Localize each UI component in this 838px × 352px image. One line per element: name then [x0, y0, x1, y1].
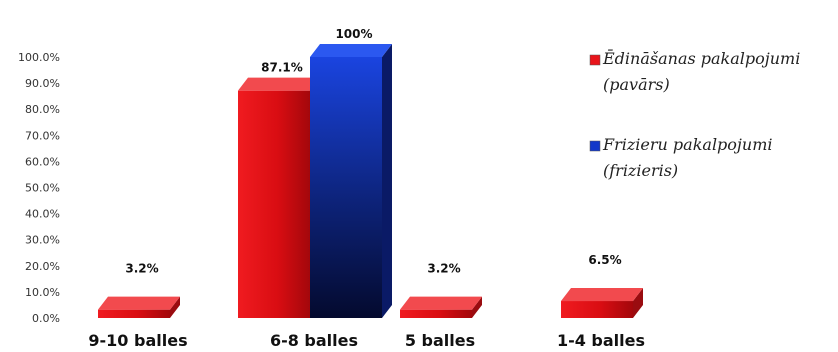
- bars: [98, 44, 643, 318]
- x-axis-categories: 9-10 balles 6-8 balles 5 balles 1-4 balles: [88, 331, 645, 350]
- y-tick-label: 60.0%: [25, 155, 60, 168]
- legend-label: (pavārs): [603, 75, 670, 94]
- bar-edinasanas-1: [238, 77, 320, 318]
- y-tick-label: 100.0%: [18, 51, 60, 64]
- data-label: 100%: [335, 27, 372, 41]
- y-tick-label: 80.0%: [25, 103, 60, 116]
- legend-label: Ēdināšanas pakalpojumi: [602, 48, 800, 68]
- category-label: 9-10 balles: [88, 331, 187, 350]
- category-label: 1-4 balles: [557, 331, 645, 350]
- y-tick-label: 40.0%: [25, 208, 60, 221]
- bar-edinasanas-3: [561, 288, 643, 318]
- data-labels: 3.2% 87.1% 100% 3.2% 6.5%: [125, 27, 621, 276]
- data-label: 87.1%: [261, 61, 303, 75]
- bar-frizieru-1: [310, 44, 392, 318]
- legend-label: Frizieru pakalpojumi: [602, 135, 772, 154]
- legend-swatch: [589, 54, 601, 66]
- y-tick-label: 20.0%: [25, 260, 60, 273]
- y-tick-label: 50.0%: [25, 182, 60, 195]
- category-label: 6-8 balles: [270, 331, 358, 350]
- y-axis: 0.0% 10.0% 20.0% 30.0% 40.0% 50.0% 60.0% 70.0% 8…: [18, 51, 60, 325]
- legend: Ēdināšanas pakalpojumi (pavārs) Frizieru p…: [589, 48, 800, 180]
- legend-label: (frizieris): [603, 161, 678, 180]
- y-tick-label: 70.0%: [25, 129, 60, 142]
- bar-edinasanas-2: [400, 296, 482, 318]
- data-label: 3.2%: [427, 262, 460, 276]
- y-tick-label: 10.0%: [25, 286, 60, 299]
- legend-item: Frizieru pakalpojumi (frizieris): [589, 135, 772, 180]
- legend-swatch: [589, 140, 601, 152]
- y-tick-label: 0.0%: [32, 312, 60, 325]
- bar-edinasanas-0: [98, 296, 180, 318]
- data-label: 3.2%: [125, 262, 158, 276]
- y-tick-label: 90.0%: [25, 77, 60, 90]
- data-label: 6.5%: [588, 253, 621, 267]
- y-tick-label: 30.0%: [25, 234, 60, 247]
- legend-item: Ēdināšanas pakalpojumi (pavārs): [589, 48, 800, 94]
- category-label: 5 balles: [405, 331, 475, 350]
